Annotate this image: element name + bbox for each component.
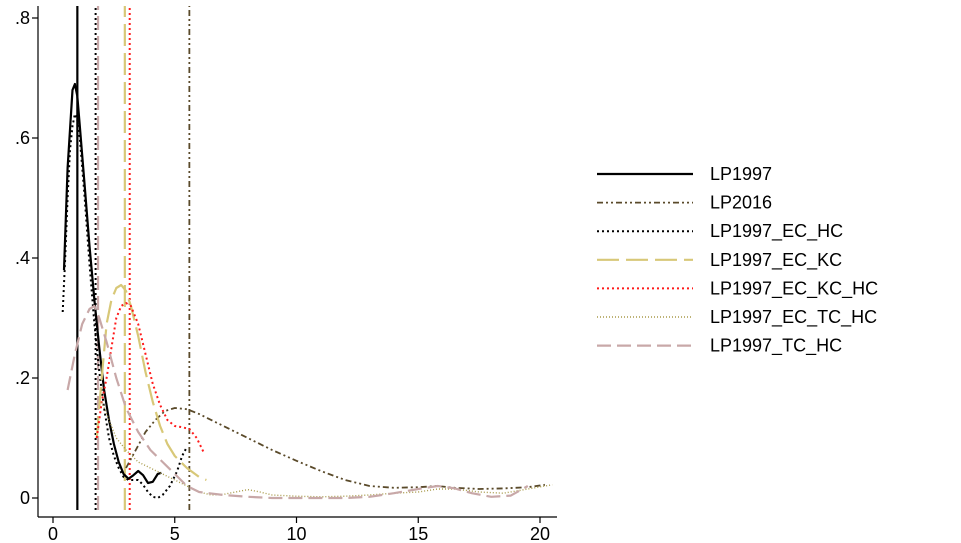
- legend-label: LP1997_EC_KC_HC: [710, 278, 878, 299]
- y-tick-label: 0: [20, 488, 30, 508]
- legend-label: LP1997_EC_HC: [710, 221, 843, 242]
- legend-label: LP2016: [710, 193, 772, 213]
- y-tick-label: .2: [15, 368, 30, 388]
- legend-label: LP1997_EC_KC: [710, 250, 842, 271]
- y-tick-label: .4: [15, 248, 30, 268]
- legend: LP1997 LP2016 LP1997_EC_HC LP1997_EC_KC LP19…: [597, 164, 878, 357]
- series-line-2: [125, 407, 546, 490]
- legend-label: LP1997_EC_TC_HC: [710, 307, 877, 328]
- x-tick-label: 5: [170, 524, 180, 543]
- y-tick-label: .6: [15, 128, 30, 148]
- series-line-4: [95, 283, 207, 482]
- x-axis-ticks: 0 5 10 15 20: [48, 517, 550, 543]
- y-tick-label: .8: [15, 8, 30, 28]
- series-line-6: [101, 401, 553, 498]
- y-axis-ticks: 0 .2 .4 .6 .8: [15, 8, 38, 508]
- plot-area: [61, 6, 553, 510]
- series-line-1: [62, 82, 162, 485]
- legend-label: LP1997_TC_HC: [710, 336, 842, 357]
- x-tick-label: 0: [48, 524, 58, 543]
- series-line-3: [61, 113, 188, 499]
- legend-label: LP1997: [710, 164, 772, 184]
- x-tick-label: 10: [286, 524, 306, 543]
- x-tick-label: 20: [530, 524, 550, 543]
- series-line-5: [95, 302, 205, 454]
- series-line-7: [66, 304, 529, 500]
- x-tick-label: 15: [408, 524, 428, 543]
